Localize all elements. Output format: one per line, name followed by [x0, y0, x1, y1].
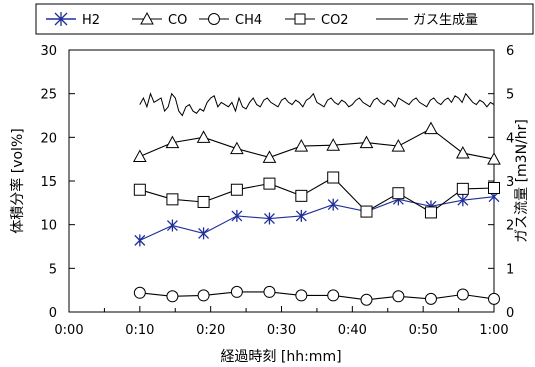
y-left-tick-label: 30: [40, 44, 57, 59]
y-right-tick-label: 6: [506, 44, 514, 59]
x-tick-label: 1:00: [479, 323, 508, 338]
point-co2: [263, 177, 276, 190]
legend-item-co: CO: [132, 11, 187, 28]
point-ch4: [424, 292, 437, 305]
point-co2: [424, 206, 437, 219]
point-ch4: [230, 285, 243, 298]
series-layer: [132, 92, 501, 306]
legend-label-gas: ガス生成量: [413, 13, 478, 28]
point-ch4: [360, 293, 373, 306]
legend-label-h2: H2: [82, 13, 100, 28]
point-co2: [166, 193, 179, 206]
y-right-tick-label: 3: [506, 175, 514, 190]
point-co: [359, 135, 374, 149]
y-right-tick-label: 4: [506, 131, 514, 146]
legend: H2 CO CH4 CO2 ガス生成量: [35, 3, 534, 35]
point-co2: [295, 189, 308, 202]
point-h2: [166, 219, 178, 232]
point-co: [196, 130, 211, 143]
point-co2: [360, 205, 373, 218]
point-co: [326, 138, 341, 151]
legend-item-h2: H2: [46, 12, 100, 28]
legend-box: [35, 3, 534, 35]
legend-circle-marker: [208, 13, 220, 25]
point-h2: [134, 234, 146, 247]
y-left-tick-label: 15: [40, 175, 57, 190]
series-line-h2: [139, 196, 495, 241]
y-right-tick-label: 0: [506, 306, 514, 321]
legend-item-co2: CO2: [285, 13, 349, 28]
point-co: [391, 139, 406, 152]
legend-label-co: CO: [168, 13, 187, 28]
point-ch4: [392, 290, 405, 303]
y-left-tick-label: 10: [40, 219, 57, 234]
x-tick-label: 0:50: [409, 323, 438, 338]
axes: 0:00 0:10 0:20 0:30 0:40 0:50 1:00051015202530…: [40, 44, 514, 338]
point-co: [230, 141, 244, 155]
y-right-tick-label: 1: [506, 262, 514, 277]
legend-item-ch4: CH4: [199, 13, 262, 28]
point-co: [132, 149, 147, 163]
point-h2: [263, 212, 275, 225]
point-ch4: [327, 289, 340, 302]
point-co2: [197, 195, 210, 208]
point-h2: [198, 227, 210, 240]
point-ch4: [133, 286, 146, 299]
point-co: [455, 146, 470, 159]
point-co2: [230, 183, 243, 196]
point-ch4: [197, 289, 210, 302]
legend-label-ch4: CH4: [235, 13, 262, 28]
y-axis-label-left: 体積分率 [vol%]: [9, 128, 26, 233]
x-axis-label: 経過時刻 [hh:mm]: [220, 349, 341, 365]
point-co2: [488, 181, 500, 194]
point-ch4: [488, 292, 500, 305]
y-left-tick-label: 5: [49, 262, 57, 277]
legend-item-gas-generation: ガス生成量: [376, 13, 478, 28]
point-co2: [456, 182, 469, 195]
point-h2: [327, 198, 339, 211]
point-co: [262, 150, 277, 163]
point-co2: [327, 171, 340, 184]
y-right-tick-label: 5: [506, 88, 514, 103]
x-tick-label: 0:40: [338, 323, 367, 338]
point-ch4: [263, 285, 276, 298]
y-left-tick-label: 25: [40, 88, 57, 103]
point-h2: [457, 194, 469, 207]
point-co: [487, 152, 501, 165]
point-co: [294, 139, 309, 152]
point-co2: [392, 187, 405, 200]
plot-area: [68, 49, 495, 313]
point-co: [165, 135, 180, 149]
point-ch4: [295, 289, 308, 302]
y-left-tick-label: 20: [40, 131, 57, 146]
legend-triangle-marker: [140, 11, 154, 25]
point-h2: [295, 209, 307, 222]
y-axis-label-right: ガス流量 [m3N/hr]: [514, 119, 530, 243]
point-co: [424, 121, 438, 135]
x-tick-label: 0:30: [267, 323, 296, 338]
y-left-tick-label: 0: [49, 306, 57, 321]
legend-star-marker: [54, 12, 68, 26]
point-h2: [231, 209, 243, 222]
series-line-gas-generation: [139, 92, 495, 117]
x-tick-label: 0:10: [125, 323, 154, 338]
point-ch4: [456, 288, 469, 301]
point-ch4: [166, 290, 179, 303]
legend-label-co2: CO2: [321, 13, 349, 28]
y-right-tick-label: 2: [506, 219, 514, 234]
x-tick-label: 0:00: [54, 323, 83, 338]
legend-square-marker: [294, 13, 306, 25]
x-tick-label: 0:20: [196, 323, 225, 338]
point-co2: [133, 183, 146, 196]
